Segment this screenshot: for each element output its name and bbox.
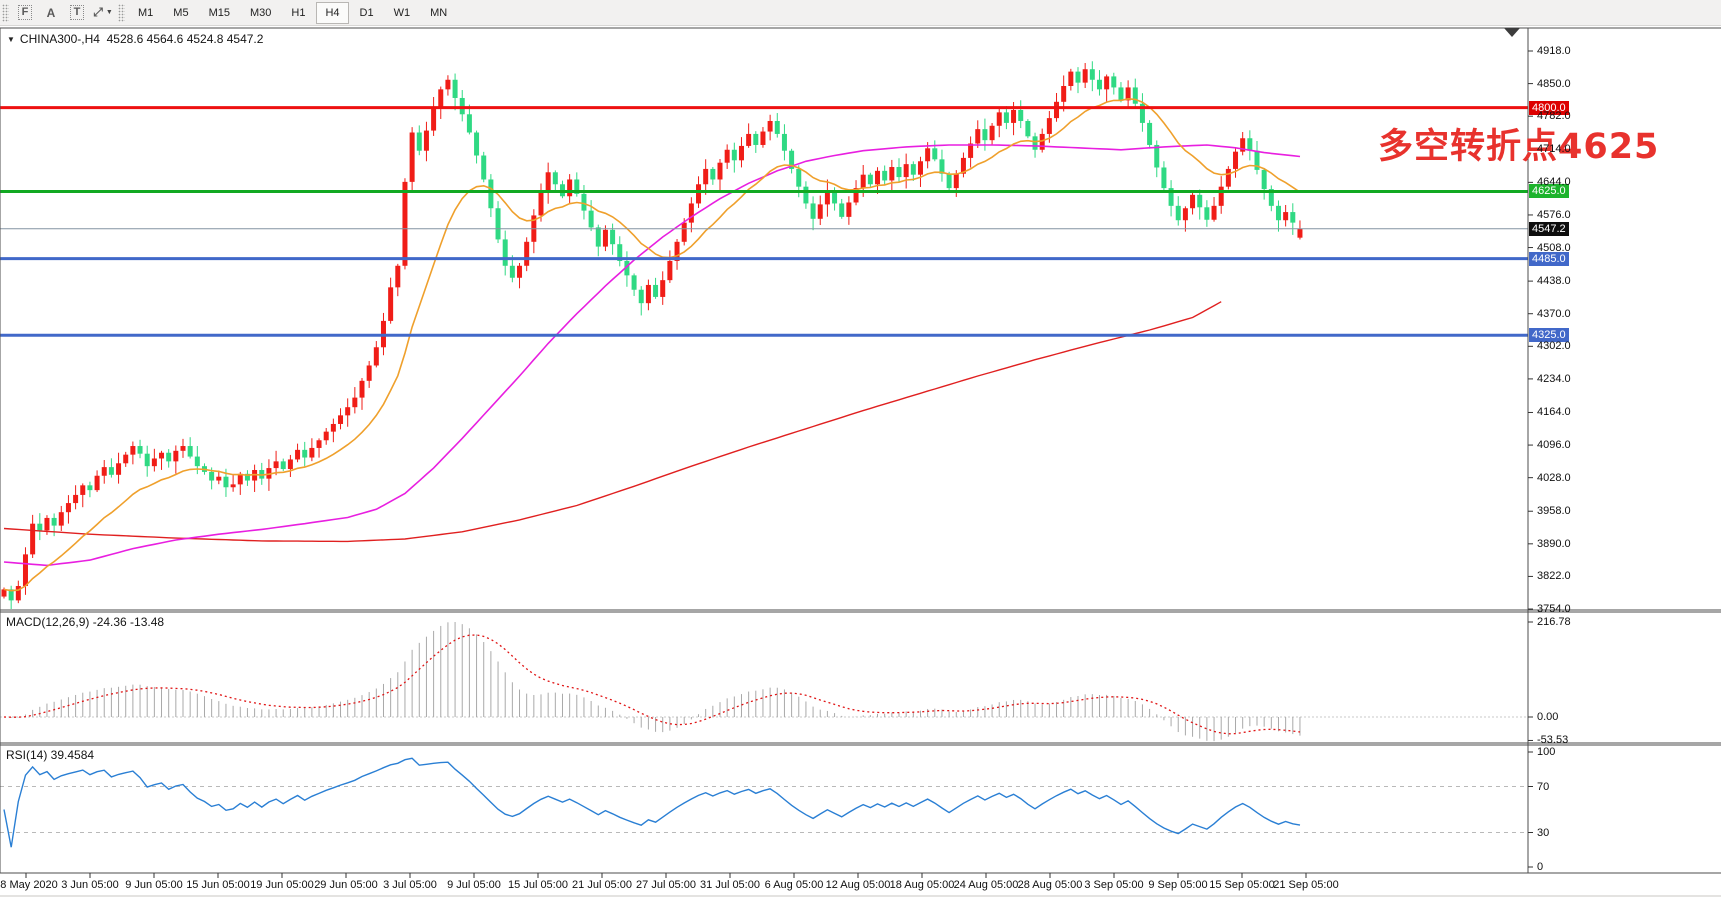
price-tick-label[interactable]: 4508.0 <box>1537 241 1571 254</box>
timeframe-mn-button[interactable]: MN <box>430 6 448 19</box>
ma-mid-line <box>3 144 1301 567</box>
dropdown-caret-icon[interactable]: ▼ <box>105 9 113 16</box>
ma-fast-line <box>3 97 1301 592</box>
rsi-indicator-label: RSI(14) 39.4584 <box>6 748 95 762</box>
symbol-ohlc-text: CHINA300-,H4 4528.6 4564.6 4524.8 4547.2 <box>19 32 264 46</box>
time-axis-label[interactable]: 15 Jul 05:00 <box>508 879 568 891</box>
time-axis-label[interactable]: 21 Sep 05:00 <box>1273 879 1339 891</box>
timeframe-w1-button[interactable]: W1 <box>393 6 411 19</box>
time-axis-label[interactable]: 9 Jun 05:00 <box>125 879 183 891</box>
price-tick-label[interactable]: 4850.0 <box>1537 77 1571 90</box>
time-axis-label[interactable]: 12 Aug 05:00 <box>825 879 891 891</box>
chart-shift-marker-icon <box>1504 28 1520 37</box>
macd-signal-line <box>3 634 1301 735</box>
price-tick-label[interactable]: 4028.0 <box>1537 471 1571 484</box>
main-price-panel <box>0 61 1528 610</box>
time-axis-label[interactable]: 3 Sep 05:00 <box>1084 879 1144 891</box>
time-axis-label[interactable]: 27 Jul 05:00 <box>636 879 696 891</box>
ma-slow-line <box>3 301 1222 543</box>
time-axis-label[interactable]: 6 Aug 05:00 <box>764 879 824 891</box>
time-axis-label[interactable]: 29 Jun 05:00 <box>314 879 378 891</box>
label-tool-icon: A <box>46 5 56 20</box>
price-tick-label[interactable]: 4714.0 <box>1537 142 1571 155</box>
rsi-tick-label: 0 <box>1537 861 1544 873</box>
time-axis-label[interactable]: 15 Jun 05:00 <box>186 879 250 891</box>
anchor-tool-button[interactable]: F <box>14 3 36 23</box>
chart-toolbar: F A T ⤢ ▼ M1 M5 M15 M30 H1 H4 D1 W1 MN <box>0 0 1721 26</box>
timeframe-m1-button[interactable]: M1 <box>138 6 154 19</box>
pivot-line-4625-price-tag[interactable]: 4625.0 <box>1529 184 1569 199</box>
text-tool-button[interactable]: T <box>66 3 88 23</box>
price-tick-label[interactable]: 4370.0 <box>1537 307 1571 320</box>
timeframe-d1-button[interactable]: D1 <box>359 6 374 19</box>
chart-window: ▼ CHINA300-,H4 4528.6 4564.6 4524.8 4547.… <box>0 26 1721 897</box>
price-tick-label[interactable]: 4782.0 <box>1537 110 1571 123</box>
price-tick-label[interactable]: 4644.0 <box>1537 176 1571 189</box>
toolbar-grip-2[interactable] <box>118 3 125 22</box>
anchor-tool-icon: F <box>17 5 33 20</box>
price-tick-label[interactable]: 3890.0 <box>1537 537 1571 550</box>
annotation-text[interactable]: 多空转折点4625 <box>1378 127 1660 167</box>
price-tick-label[interactable]: 4096.0 <box>1537 439 1571 452</box>
price-tick-label[interactable]: 3754.0 <box>1537 603 1571 616</box>
price-tick-label[interactable]: 3822.0 <box>1537 570 1571 583</box>
axis-ticks <box>25 50 1533 878</box>
timeframe-h4-button[interactable]: H4 <box>316 1 349 24</box>
time-axis-label[interactable]: 3 Jun 05:00 <box>61 879 119 891</box>
time-axis-label[interactable]: 18 Aug 05:00 <box>889 879 955 891</box>
toolbar-grip[interactable] <box>2 3 9 22</box>
arrows-tool-button[interactable]: ⤢ ▼ <box>92 3 114 23</box>
macd-tick-label: 0.00 <box>1537 711 1559 723</box>
price-tick-label[interactable]: 3958.0 <box>1537 505 1571 518</box>
time-axis-label[interactable]: 24 Aug 05:00 <box>953 879 1019 891</box>
chart-canvas[interactable] <box>0 26 1721 897</box>
label-tool-button[interactable]: A <box>40 3 62 23</box>
text-tool-icon: T <box>69 5 85 20</box>
current-price-line-price-tag[interactable]: 4547.2 <box>1529 221 1569 236</box>
macd-tick-label: -53.53 <box>1537 734 1569 747</box>
time-axis-label[interactable]: 9 Sep 05:00 <box>1148 879 1208 891</box>
macd-tick-label: 216.78 <box>1537 616 1571 628</box>
price-tick-label[interactable]: 4164.0 <box>1537 406 1571 419</box>
panel-borders <box>0 27 1721 874</box>
price-tick-label[interactable]: 4918.0 <box>1537 45 1571 57</box>
time-axis-label[interactable]: 28 Aug 05:00 <box>1017 879 1083 891</box>
arrows-tool-icon: ⤢ <box>93 5 103 19</box>
symbol-info-line[interactable]: ▼ CHINA300-,H4 4528.6 4564.6 4524.8 4547.… <box>7 32 263 46</box>
bottom-strip <box>0 895 1721 897</box>
rsi-line <box>3 757 1301 848</box>
candlestick-series <box>1 61 1303 610</box>
support-line-4485-price-tag[interactable]: 4485.0 <box>1529 251 1569 266</box>
time-axis-label[interactable]: 31 Jul 05:00 <box>700 879 760 891</box>
time-axis-label[interactable]: 19 Jun 05:00 <box>250 879 314 891</box>
timeframe-buttons-group: M1 M5 M15 M30 H1 H4 D1 W1 MN <box>128 1 457 24</box>
time-axis-label[interactable]: 9 Jul 05:00 <box>447 879 501 891</box>
drawing-tools-group: F A T ⤢ ▼ <box>12 3 116 23</box>
price-tick-label[interactable]: 4302.0 <box>1537 340 1571 353</box>
support-line-4325-price-tag[interactable]: 4325.0 <box>1529 328 1569 343</box>
macd-panel <box>0 622 1528 742</box>
time-axis-label[interactable]: 15 Sep 05:00 <box>1209 879 1275 891</box>
rsi-tick-label: 70 <box>1537 780 1550 793</box>
price-tick-label[interactable]: 4576.0 <box>1537 208 1571 221</box>
timeframe-m15-button[interactable]: M15 <box>208 6 230 19</box>
chart-menu-icon[interactable]: ▼ <box>7 35 15 44</box>
time-axis-label[interactable]: 28 May 2020 <box>0 879 58 891</box>
rsi-panel <box>0 757 1528 848</box>
timeframe-m30-button[interactable]: M30 <box>249 6 272 19</box>
timeframe-h1-button[interactable]: H1 <box>291 6 306 19</box>
time-axis-label[interactable]: 3 Jul 05:00 <box>383 879 437 891</box>
timeframe-m5-button[interactable]: M5 <box>173 6 189 19</box>
macd-indicator-label: MACD(12,26,9) -24.36 -13.48 <box>6 615 165 629</box>
rsi-tick-label: 30 <box>1537 826 1550 839</box>
time-axis-label[interactable]: 21 Jul 05:00 <box>572 879 632 891</box>
rsi-tick-label: 100 <box>1537 746 1556 758</box>
price-tick-label[interactable]: 4438.0 <box>1537 275 1571 288</box>
resistance-line-4800-price-tag[interactable]: 4800.0 <box>1529 100 1569 115</box>
price-tick-label[interactable]: 4234.0 <box>1537 372 1571 385</box>
